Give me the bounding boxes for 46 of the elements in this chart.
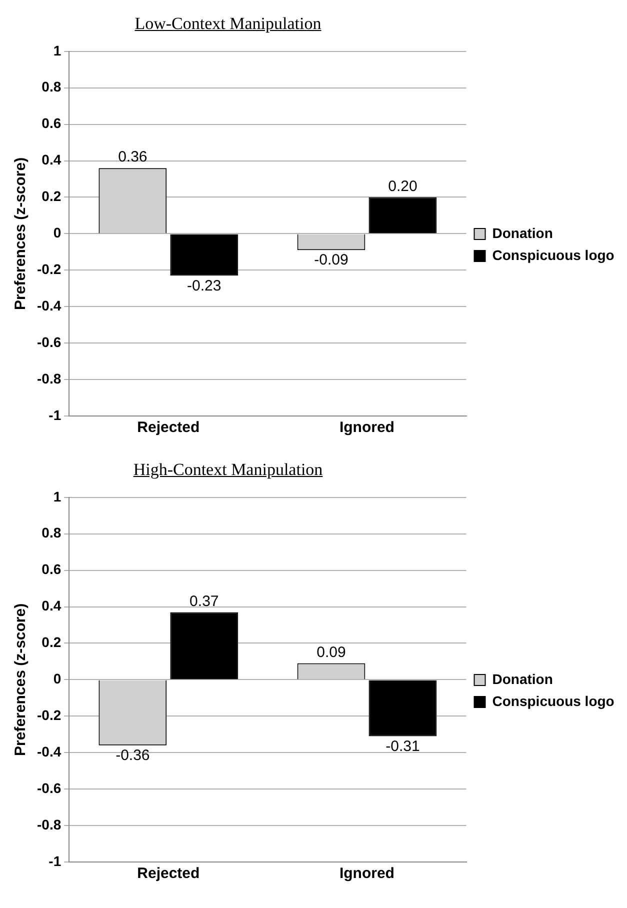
y-tick-label: 0.4	[42, 598, 62, 614]
legend-label: Conspicuous logo	[492, 692, 614, 709]
y-tick-label: -0.8	[37, 370, 62, 386]
x-tick-label: Rejected	[137, 419, 200, 436]
x-tick-label: Ignored	[339, 419, 394, 436]
y-tick-label: 0.6	[42, 115, 62, 132]
y-tick-label: 0	[53, 670, 62, 687]
y-tick-label: 0.6	[42, 561, 62, 578]
data-label: -0.23	[187, 277, 222, 294]
x-tick-label: Ignored	[339, 865, 394, 882]
y-tick-label: -0.6	[37, 334, 62, 350]
y-tick-label: 0.2	[42, 188, 62, 204]
y-tick-label: 0.2	[42, 634, 62, 650]
y-tick-label: -0.6	[37, 780, 62, 796]
data-label: -0.09	[314, 252, 348, 269]
y-tick-label: 0.8	[42, 78, 62, 95]
y-tick-label: 0.8	[42, 524, 62, 541]
y-tick-label: 0	[53, 224, 62, 241]
y-tick-label: -0.4	[37, 297, 62, 314]
x-tick-label: Rejected	[137, 865, 200, 882]
data-label: 0.37	[190, 592, 219, 610]
y-tick-label: -0.2	[37, 261, 62, 278]
y-tick-label: -0.4	[37, 743, 62, 760]
y-axis-title: Preferences (z-score)	[12, 603, 30, 756]
data-label: 0.20	[388, 178, 418, 195]
data-label: -0.31	[386, 738, 420, 755]
y-tick-label: -0.2	[37, 707, 62, 724]
data-label: 0.09	[316, 644, 346, 661]
bar	[170, 612, 238, 680]
y-tick-label: 1	[53, 488, 62, 504]
legend-label: Conspicuous logo	[492, 246, 614, 263]
legend-label: Donation	[492, 670, 553, 687]
bar	[368, 680, 437, 736]
chart-title: Low-Context Manipulation	[134, 13, 322, 35]
y-tick-label: 0.4	[42, 152, 62, 168]
y-axis-title: Preferences (z-score)	[12, 157, 30, 310]
y-tick-label: -0.8	[37, 816, 62, 832]
legend-label: Donation	[492, 224, 553, 241]
y-tick-label: -1	[48, 852, 62, 869]
chart-title: High-Context Manipulation	[132, 459, 324, 481]
bar	[368, 197, 437, 234]
data-label: 0.36	[118, 148, 148, 166]
y-tick-label: 1	[53, 42, 62, 58]
data-label: -0.36	[116, 746, 150, 764]
y-tick-label: -1	[48, 406, 62, 423]
bar	[170, 234, 238, 276]
